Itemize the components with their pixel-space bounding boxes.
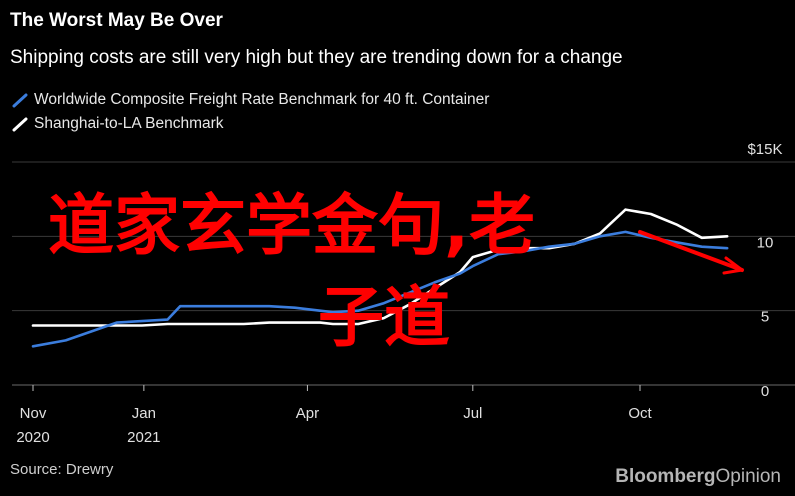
brand-logo: BloombergOpinion bbox=[615, 466, 781, 488]
x-tick-label: Apr bbox=[296, 405, 319, 422]
x-tick-year-label: 2020 bbox=[16, 429, 49, 446]
overlay-arrow-stroke bbox=[638, 230, 744, 272]
brand-bold: Bloomberg bbox=[615, 466, 716, 487]
legend-label-shanghai: Shanghai-to-LA Benchmark bbox=[34, 115, 224, 132]
x-tick-label: Jan bbox=[132, 405, 156, 422]
legend-swatch-shanghai bbox=[12, 116, 28, 132]
legend-label-composite: Worldwide Composite Freight Rate Benchma… bbox=[34, 91, 490, 108]
x-tick-year-label: 2021 bbox=[127, 429, 160, 446]
overlay-arrow-head bbox=[722, 256, 744, 275]
y-tick-label: 5 bbox=[761, 309, 769, 326]
legend-item-composite: Worldwide Composite Freight Rate Benchma… bbox=[12, 88, 489, 112]
x-tick-label: Nov bbox=[20, 405, 47, 422]
y-tick-label: $15K bbox=[747, 141, 782, 158]
overlay-text-line1: 道家玄学金句,老 bbox=[48, 187, 535, 264]
chart-subtitle: Shipping costs are still very high but t… bbox=[10, 47, 623, 68]
x-tick-label: Oct bbox=[628, 405, 652, 422]
y-tick-label: 10 bbox=[757, 234, 774, 251]
brand-light: Opinion bbox=[715, 466, 782, 487]
x-tick-label: Jul bbox=[463, 405, 482, 422]
chart-title: The Worst May Be Over bbox=[10, 10, 223, 31]
series-line-1 bbox=[31, 208, 729, 327]
source-note: Source: Drewry bbox=[10, 461, 114, 478]
legend-item-shanghai: Shanghai-to-LA Benchmark bbox=[12, 112, 489, 136]
series-line-0 bbox=[31, 230, 729, 348]
overlay-text-line2: 子道 bbox=[318, 279, 450, 356]
legend-swatch-composite bbox=[12, 92, 28, 108]
legend: Worldwide Composite Freight Rate Benchma… bbox=[12, 88, 489, 136]
y-tick-label: 0 bbox=[761, 383, 769, 400]
